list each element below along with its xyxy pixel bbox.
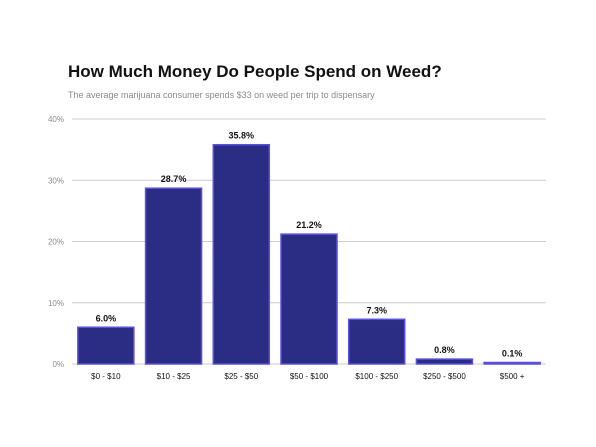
x-category-label: $0 - $10 (91, 372, 121, 381)
data-label: 35.8% (229, 131, 255, 141)
x-category-label: $100 - $250 (355, 372, 398, 381)
chart-subtitle: The average marijuana consumer spends $3… (68, 90, 375, 100)
y-tick-label: 10% (48, 299, 64, 308)
y-tick-label: 20% (48, 238, 64, 247)
chart-title: How Much Money Do People Spend on Weed? (68, 62, 442, 81)
x-category-label: $500 + (500, 372, 525, 381)
data-label: 28.7% (161, 174, 187, 184)
data-labels: 6.0% 28.7% 35.8% 21.2% 7.3% 0.8% 0.1% (96, 131, 523, 359)
bar (77, 326, 135, 365)
data-label: 6.0% (96, 313, 117, 323)
data-label: 0.8% (434, 345, 455, 355)
bar (415, 358, 474, 365)
bar (347, 318, 406, 365)
x-category-label: $50 - $100 (290, 372, 329, 381)
y-tick-label: 0% (52, 360, 64, 369)
x-axis-categories: $0 - $10 $10 - $25 $25 - $50 $50 - $100 $100… (91, 372, 525, 381)
data-label: 0.1% (502, 349, 523, 359)
data-label: 7.3% (366, 305, 387, 315)
bars (77, 143, 541, 365)
bar (144, 187, 203, 365)
bar (212, 143, 271, 365)
x-category-label: $250 - $500 (423, 372, 466, 381)
x-category-label: $10 - $25 (157, 372, 191, 381)
x-category-label: $25 - $50 (224, 372, 258, 381)
bar (280, 233, 338, 365)
data-label: 21.2% (296, 220, 322, 230)
y-tick-label: 30% (48, 176, 64, 185)
bar (483, 361, 541, 365)
y-axis-ticks: 0% 10% 20% 30% 40% (48, 115, 64, 369)
y-tick-label: 40% (48, 115, 64, 124)
